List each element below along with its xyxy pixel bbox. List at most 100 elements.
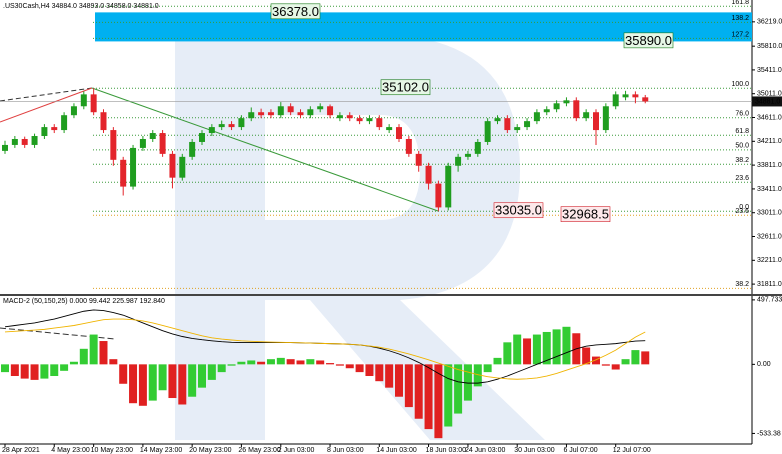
x-tick-label: 18 Jun 03:00 [426, 447, 467, 454]
candle-body [593, 112, 599, 131]
macd-bar [296, 360, 305, 365]
macd-bar [532, 334, 541, 365]
fib-label: 76.0 [735, 111, 749, 118]
fib-label: 38.2 [735, 157, 749, 164]
fib-label: 50.0 [735, 143, 749, 150]
macd-bar [414, 364, 423, 419]
x-tick-label: 20 May 23:00 [189, 447, 232, 454]
candle-body [622, 94, 629, 98]
fib-label: 23.6 [735, 208, 749, 215]
annotation: 36378.0 [270, 3, 321, 20]
watermark [175, 35, 545, 440]
annotation-box [560, 206, 611, 222]
x-tick-label: 8 Jun 03:00 [327, 447, 364, 454]
macd-bar [582, 347, 591, 365]
candle-body [179, 156, 186, 178]
candle-body [602, 106, 609, 131]
y-tick-label: 33411.0 [757, 186, 782, 193]
macd-bar [641, 351, 650, 365]
macd-bar [503, 342, 512, 365]
y-tick-label: 35411.0 [757, 67, 782, 74]
candle-body [612, 94, 619, 107]
candle-body [139, 138, 146, 148]
candle-body [514, 127, 521, 131]
macd-bar [50, 364, 59, 377]
candle-body [110, 130, 117, 160]
candle-body [563, 100, 570, 104]
fib-label: 127.2 [731, 31, 749, 38]
fib-label: 161.8 [731, 0, 749, 6]
candle-body [573, 100, 580, 119]
candle-body [376, 118, 383, 128]
candle-body [61, 115, 68, 131]
macd-bar [513, 334, 522, 365]
x-tick-label: 2 Jun 03:00 [278, 447, 315, 454]
x-tick-label: 30 Jun 03:00 [514, 447, 555, 454]
candle-body [2, 144, 8, 151]
macd-bar [483, 364, 492, 373]
macd-bar [237, 361, 246, 365]
candle-body [267, 112, 274, 116]
y-tick-label: 497.733 [757, 297, 782, 304]
candle-body [533, 112, 540, 122]
x-tick-label: 4 May 23:00 [51, 447, 90, 454]
annotation-label: 33035.0 [495, 203, 542, 218]
candle-body [632, 94, 639, 98]
macd-bar [463, 364, 472, 401]
annotation-label: 32968.5 [562, 207, 609, 222]
macd-bar [562, 326, 571, 365]
macd-bar [454, 364, 463, 414]
macd-bar [257, 361, 266, 365]
candle-body [396, 127, 402, 139]
candle-body [130, 147, 137, 187]
y-tick-label: 35011.0 [757, 91, 782, 98]
macd-bar [335, 364, 344, 366]
annotation: 35102.0 [380, 79, 431, 96]
macd-bar [30, 364, 39, 380]
macd-bar [40, 364, 49, 379]
macd-bar [552, 329, 561, 365]
macd-bar [375, 364, 384, 382]
macd-bar [306, 359, 315, 365]
candle-body [90, 94, 97, 113]
candle-body [80, 94, 87, 107]
annotation-label: 36378.0 [272, 4, 319, 19]
macd-bar [158, 364, 167, 391]
candle-body [189, 141, 196, 157]
candle-body [543, 109, 550, 113]
macd-bar [227, 364, 236, 366]
candle-body [228, 124, 235, 128]
x-tick-label: 26 May 23:00 [238, 447, 281, 454]
macd-bar [631, 350, 640, 365]
candle-body [583, 112, 590, 119]
candle-body [464, 153, 471, 157]
candle-body [445, 165, 452, 208]
macd-bar [473, 364, 482, 387]
macd-bar [316, 360, 325, 365]
candle-body [386, 127, 393, 131]
candle-body [297, 112, 304, 116]
candle-body [307, 109, 314, 116]
y-tick-label: 36219.0 [757, 19, 782, 26]
y-tick-label: 34611.0 [757, 114, 782, 121]
candle-body [208, 127, 215, 134]
macd-bar [493, 357, 502, 365]
y-tick-label: 32211.0 [757, 257, 782, 264]
candle-body [642, 97, 649, 102]
candle-body [120, 159, 127, 187]
macd-bar [326, 363, 335, 365]
macd-bar [266, 359, 275, 365]
y-tick-label: 0.00 [757, 361, 771, 368]
candle-body [317, 106, 324, 110]
macd-bar [247, 360, 256, 365]
chart-title: .US30Cash,H4 34884.0 34893.0 34858.0 348… [3, 3, 159, 10]
candle-body [336, 115, 343, 119]
candle-body [346, 115, 353, 119]
x-tick-label: 10 May 23:00 [91, 447, 134, 454]
macd-bar [20, 364, 29, 379]
macd-bar [601, 364, 610, 366]
watermark-bowl [265, 35, 545, 440]
macd-bar [345, 364, 354, 369]
macd-bar [404, 364, 413, 408]
